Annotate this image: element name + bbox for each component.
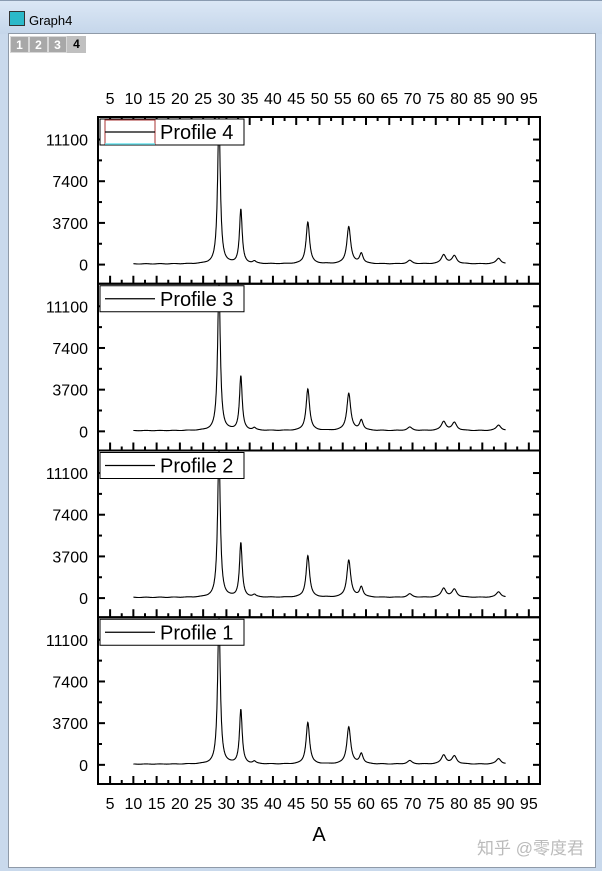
y-tick-label: 11100 — [46, 133, 88, 150]
y-tick-label: 11100 — [46, 466, 88, 483]
watermark: 知乎 @零度君 — [477, 839, 584, 858]
y-tick-label: 0 — [79, 424, 88, 441]
x-tick-label: 15 — [148, 796, 166, 813]
x-tick-label: 80 — [450, 796, 468, 813]
x-tick-label-top: 85 — [473, 91, 491, 108]
x-tick-label: 90 — [497, 796, 515, 813]
y-tick-label: 3700 — [52, 383, 88, 400]
y-tick-label: 7400 — [52, 674, 88, 691]
x-tick-label-top: 55 — [334, 91, 352, 108]
y-tick-label: 7400 — [52, 174, 88, 191]
x-axis-title: A — [312, 824, 326, 846]
legend-label: Profile 3 — [160, 289, 233, 311]
x-tick-label-top: 70 — [404, 91, 422, 108]
x-tick-label-top: 50 — [311, 91, 329, 108]
layer-tab-2[interactable]: 2 — [29, 36, 48, 53]
series-line-profile-3 — [133, 284, 506, 432]
layer-tabs: 1 2 3 4 — [10, 36, 86, 53]
x-tick-label-top: 80 — [450, 91, 468, 108]
x-tick-label: 5 — [106, 796, 115, 813]
x-tick-label-top: 15 — [148, 91, 166, 108]
x-tick-label: 60 — [357, 796, 375, 813]
x-tick-label: 85 — [473, 796, 491, 813]
layer-tab-1[interactable]: 1 — [10, 36, 29, 53]
series-line-profile-1 — [133, 618, 506, 765]
y-tick-label: 0 — [79, 591, 88, 608]
graph-window-icon — [9, 11, 25, 26]
series-line-profile-2 — [133, 451, 506, 599]
panel-2: 0 3700 7400 11100 Profile 2 — [46, 449, 541, 619]
x-tick-label-top: 75 — [427, 91, 445, 108]
x-tick-label: 95 — [520, 796, 538, 813]
x-tick-label: 65 — [380, 796, 398, 813]
x-tick-label: 25 — [194, 796, 212, 813]
x-tick-label-top: 90 — [497, 91, 515, 108]
y-tick-label: 3700 — [52, 216, 88, 233]
x-tick-label: 75 — [427, 796, 445, 813]
y-tick-label: 11100 — [46, 299, 88, 316]
x-tick-label-top: 45 — [287, 91, 305, 108]
x-tick-label-top: 20 — [171, 91, 189, 108]
layer-tab-4[interactable]: 4 — [67, 36, 86, 53]
x-tick-label-top: 95 — [520, 91, 538, 108]
panel-4: 0 3700 7400 11100 Profile 4 — [46, 116, 541, 285]
y-tick-label: 11100 — [46, 633, 88, 650]
x-tick-label-top: 40 — [264, 91, 282, 108]
x-tick-label: 50 — [311, 796, 329, 813]
x-tick-label: 30 — [218, 796, 236, 813]
x-tick-label-top: 60 — [357, 91, 375, 108]
legend-label: Profile 2 — [160, 456, 233, 478]
y-tick-label: 3700 — [52, 549, 88, 566]
x-tick-label-top: 35 — [241, 91, 259, 108]
y-tick-label: 0 — [79, 758, 88, 775]
x-tick-label-top: 5 — [106, 91, 115, 108]
panel-3: 0 3700 7400 11100 Profile 3 — [46, 282, 541, 452]
x-tick-label-top: 30 — [218, 91, 236, 108]
window-titlebar: Graph4 — [0, 0, 602, 34]
x-tick-label-top: 10 — [124, 91, 142, 108]
y-tick-label: 0 — [79, 258, 88, 275]
panel-1: 0 3700 7400 11100 Profile 1 — [46, 616, 541, 785]
x-tick-label-top: 25 — [194, 91, 212, 108]
y-tick-label: 7400 — [52, 341, 88, 358]
x-tick-label: 10 — [124, 796, 142, 813]
x-tick-label-top: 65 — [380, 91, 398, 108]
legend-label: Profile 4 — [160, 122, 233, 144]
x-tick-label: 45 — [287, 796, 305, 813]
legend-label: Profile 1 — [160, 622, 233, 644]
x-tick-label: 20 — [171, 796, 189, 813]
series-line-profile-4 — [133, 117, 506, 265]
x-tick-label: 35 — [241, 796, 259, 813]
x-tick-label: 70 — [404, 796, 422, 813]
x-tick-label: 40 — [264, 796, 282, 813]
x-tick-label: 55 — [334, 796, 352, 813]
y-tick-label: 7400 — [52, 508, 88, 525]
y-tick-label: 3700 — [52, 716, 88, 733]
layer-tab-3[interactable]: 3 — [48, 36, 67, 53]
window-title: Graph4 — [29, 13, 73, 28]
